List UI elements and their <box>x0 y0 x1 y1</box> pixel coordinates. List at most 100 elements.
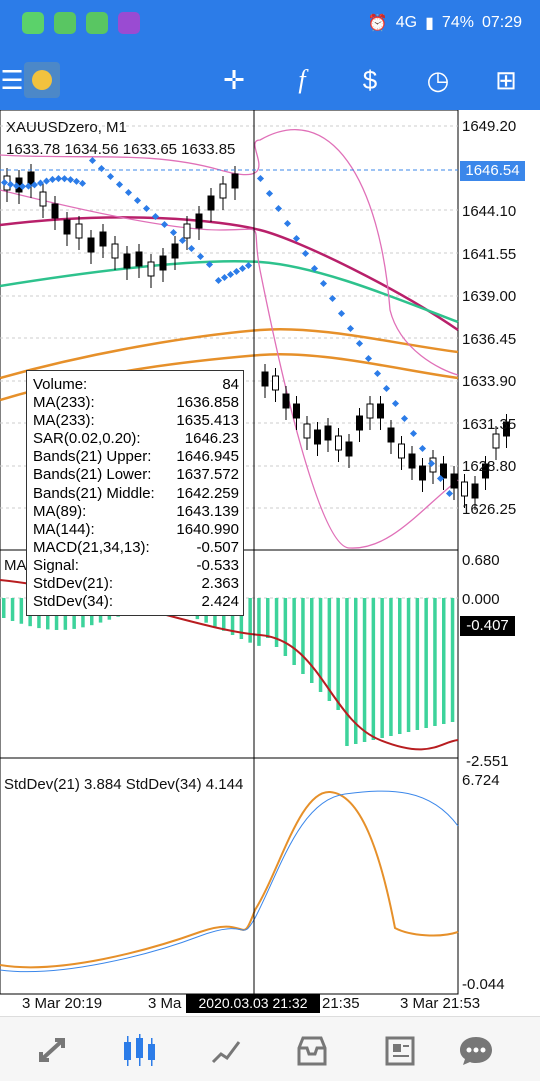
candle <box>471 483 479 499</box>
sar-dot <box>436 474 445 483</box>
data-row-value: 1646.945 <box>176 448 239 466</box>
macd-bar <box>2 598 6 618</box>
candle <box>503 421 510 437</box>
candle <box>282 393 290 409</box>
price-tick: 1644.10 <box>462 203 516 220</box>
macd-bar <box>274 598 279 647</box>
wechat-icon <box>86 12 108 34</box>
macd-bar <box>380 598 384 738</box>
macd-bar <box>424 598 428 728</box>
sar-dot <box>310 264 319 273</box>
chart-icon[interactable] <box>120 1031 160 1071</box>
alarm-icon: ⏰ <box>367 15 388 32</box>
candle <box>377 403 384 419</box>
stddev-tick: 6.724 <box>462 772 500 789</box>
sar-dot <box>445 489 454 498</box>
sar-dot <box>196 252 205 261</box>
menu-icon[interactable]: ☰ <box>0 64 24 95</box>
sar-dot <box>0 178 9 187</box>
data-row-value: 84 <box>222 376 239 393</box>
trade-nav-icon[interactable] <box>206 1031 246 1071</box>
sar-dot <box>265 189 274 198</box>
data-row-value: -0.533 <box>196 556 239 574</box>
sar-dot <box>36 179 45 187</box>
macd-bar <box>354 598 358 744</box>
data-row: Bands(21) Upper: 1646.945 <box>27 448 243 466</box>
candle <box>219 183 227 199</box>
messages-icon[interactable] <box>456 1031 496 1071</box>
history-icon[interactable] <box>292 1031 332 1071</box>
quotes-icon[interactable] <box>32 1031 72 1071</box>
data-row-value: 1646.23 <box>184 430 239 448</box>
candle <box>345 441 353 457</box>
data-row: Bands(21) Middle: 1642.259 <box>27 485 243 503</box>
chart-area[interactable]: XAUUSDzero, M1 1633.78 1634.56 1633.65 1… <box>0 110 540 1016</box>
sar-dot <box>30 181 39 189</box>
sar-dot <box>66 176 75 184</box>
trade-icon[interactable]: $ <box>362 64 378 95</box>
macd-bar <box>398 598 402 734</box>
ma89-line <box>0 216 459 332</box>
sar-dot <box>151 212 160 221</box>
time-tick: 3 Mar 21:53 <box>400 995 480 1012</box>
cursor-date-tag: 2020.03.03 21:32 <box>186 994 320 1013</box>
notification-icons <box>22 12 140 34</box>
candle <box>461 481 468 497</box>
candle <box>293 403 300 419</box>
crosshair-icon[interactable]: ✛ <box>223 64 245 95</box>
app-logo[interactable] <box>22 60 62 100</box>
price-tick: 1628.80 <box>462 458 516 475</box>
macd-bar <box>362 598 367 742</box>
data-row-label: MACD(21,34,13): <box>33 538 150 556</box>
sar-dot <box>42 177 51 185</box>
candle <box>207 195 215 211</box>
candle <box>419 465 426 481</box>
band-lower <box>0 189 459 549</box>
candle <box>324 425 332 441</box>
timeframe-icon[interactable]: ◷ <box>426 64 450 95</box>
data-row-label: MA(233): <box>33 412 95 430</box>
candle <box>75 223 83 239</box>
price-tick: 1633.90 <box>462 373 516 390</box>
sar-dot <box>292 234 301 243</box>
sar-dot <box>373 369 382 378</box>
macd-tick: 0.000 <box>462 591 500 608</box>
sar-dot <box>337 309 346 318</box>
band-upper <box>0 129 459 376</box>
stddev21-line <box>0 790 459 969</box>
price-tick: 1626.25 <box>462 501 516 518</box>
data-row-label: Volume: <box>33 376 88 393</box>
indicators-icon[interactable]: f <box>298 65 306 94</box>
data-row-label: MA(144): <box>33 520 95 538</box>
add-object-icon[interactable]: ⊞ <box>495 64 517 95</box>
macd-bar <box>345 598 349 746</box>
macd-bar <box>310 598 314 683</box>
candle <box>398 443 405 459</box>
toolbar: ☰ ✛ f $ ◷ ⊞ <box>0 48 540 110</box>
candle <box>314 429 321 445</box>
candle <box>492 433 500 449</box>
stddev-tick: -0.044 <box>462 976 505 993</box>
macd-bar <box>266 598 270 638</box>
news-icon[interactable] <box>380 1031 420 1071</box>
macd-bar <box>406 598 411 732</box>
price-axis: 1649.20 1644.10 1641.55 1639.00 1636.45 … <box>462 118 516 993</box>
sar-dot <box>124 188 133 197</box>
price-tick: 1639.00 <box>462 288 516 305</box>
sar-dot <box>205 260 214 269</box>
sar-dot <box>97 164 106 173</box>
ohlc-label: 1633.78 1634.56 1633.65 1633.85 <box>6 141 235 158</box>
macd-tick: 0.680 <box>462 552 500 569</box>
sar-dot <box>346 324 355 333</box>
candle <box>387 427 395 443</box>
status-bar: ⏰ 4G ▮ 74% 07:29 <box>0 0 540 48</box>
data-row-label: Signal: <box>33 556 79 574</box>
app-icon <box>118 12 140 34</box>
sar-dot <box>418 444 427 453</box>
candle <box>261 371 269 387</box>
macd-bar <box>336 598 340 710</box>
candle <box>159 255 167 271</box>
data-row: MA(89): 1643.139 <box>27 503 243 521</box>
macd-bar <box>327 598 332 701</box>
macd-bar <box>442 598 446 724</box>
